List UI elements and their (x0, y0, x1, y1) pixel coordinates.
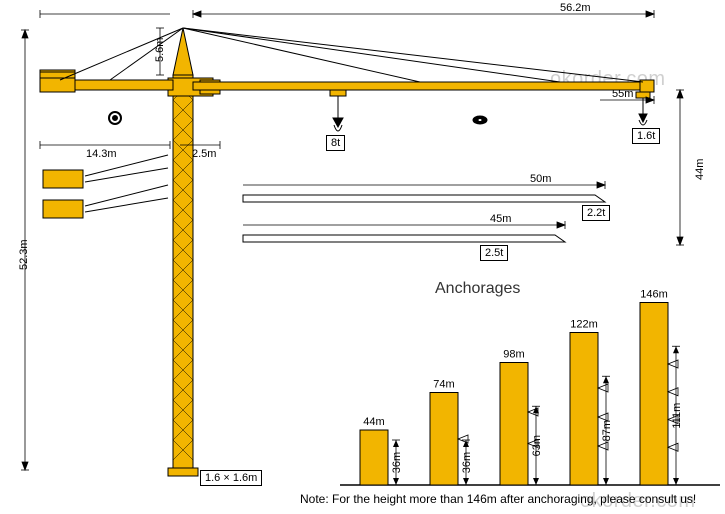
dim-slew-radius: 2.5m (192, 148, 216, 160)
anchorages-title: Anchorages (435, 280, 520, 298)
bar-height-label: 74m (433, 379, 454, 391)
anchorages-note: Note: For the height more than 146m afte… (300, 492, 696, 506)
bar-anchored-label: 36m (391, 452, 403, 473)
jib-45m-load: 2.5t (480, 245, 508, 261)
dim-head-height: 5.6m (154, 38, 166, 62)
jib-50m-load: 2.2t (582, 205, 610, 221)
bar-height-label: 122m (570, 319, 598, 331)
bar-height-label: 98m (503, 349, 524, 361)
jib-50m-label: 50m (530, 173, 551, 185)
bar-height-label: 146m (640, 289, 668, 301)
bar-height-label: 44m (363, 416, 384, 428)
base-size-box: 1.6 × 1.6m (200, 470, 262, 486)
dim-jib-length: 56.2m (560, 2, 591, 14)
anchorage-bar (360, 430, 388, 485)
anchorage-bar (430, 393, 458, 486)
bar-anchored-label: 87m (601, 420, 613, 441)
jib-45m-label: 45m (490, 213, 511, 225)
dim-tower-height: 52.3m (18, 239, 30, 270)
anchorage-bar (500, 363, 528, 486)
max-load-box: 8t (326, 135, 345, 151)
anchorage-bar (640, 303, 668, 486)
dim-hook-height: 44m (694, 159, 706, 180)
tip-load-box: 1.6t (632, 128, 660, 144)
anchorages-chart: 44m36m74m36m98m63m122m87m146m111m (340, 289, 720, 486)
bar-anchored-label: 36m (461, 452, 473, 473)
anchorage-bar (570, 333, 598, 486)
diagram-svg: 44m36m74m36m98m63m122m87m146m111m (0, 0, 725, 514)
dim-jib-end: 55m (612, 88, 633, 100)
dim-counter-jib: 14.3m (86, 148, 117, 160)
